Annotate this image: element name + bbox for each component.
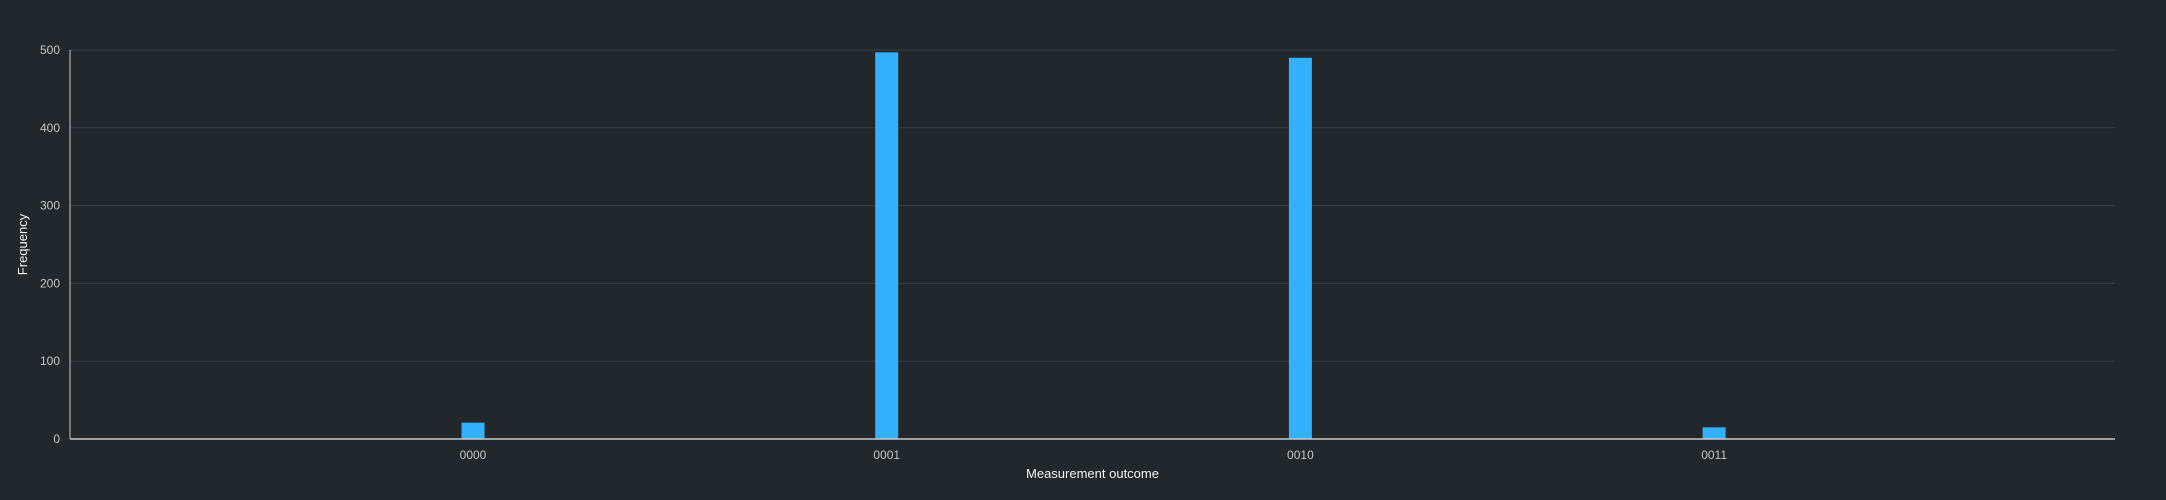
axes: [69, 50, 2115, 440]
y-tick-label: 400: [40, 121, 60, 135]
bar-0000: [461, 422, 485, 439]
bar-0001: [875, 52, 899, 440]
grid-lines: [70, 49, 2115, 362]
bars: [461, 52, 1726, 440]
x-axis-title: Measurement outcome: [1026, 466, 1159, 481]
bar-0010: [1288, 57, 1312, 439]
bar-0011: [1702, 427, 1726, 439]
x-tick-label: 0010: [1287, 448, 1314, 462]
y-tick-label: 500: [40, 43, 60, 57]
y-tick-label: 0: [53, 432, 60, 446]
y-tick-label: 100: [40, 354, 60, 368]
x-tick-label: 0011: [1701, 448, 1727, 462]
x-tick-label: 0001: [873, 448, 900, 462]
y-tick-label: 300: [40, 199, 60, 213]
x-tick-label: 0000: [460, 448, 487, 462]
y-tick-labels: 0 100 200 300 400 500: [40, 43, 60, 446]
x-tick-labels: 0000 0001 0010 0011: [460, 448, 1728, 462]
y-tick-label: 200: [40, 276, 60, 290]
y-axis-title: Frequency: [15, 213, 30, 275]
